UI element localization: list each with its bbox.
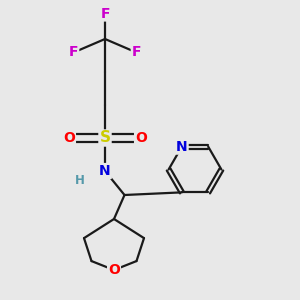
Text: S: S [100, 130, 110, 146]
Text: F: F [100, 7, 110, 20]
Text: O: O [135, 131, 147, 145]
Text: O: O [63, 131, 75, 145]
Text: F: F [132, 46, 141, 59]
Text: O: O [108, 263, 120, 277]
Text: F: F [69, 46, 78, 59]
Text: H: H [75, 173, 84, 187]
Text: N: N [99, 164, 111, 178]
Text: N: N [176, 140, 188, 154]
